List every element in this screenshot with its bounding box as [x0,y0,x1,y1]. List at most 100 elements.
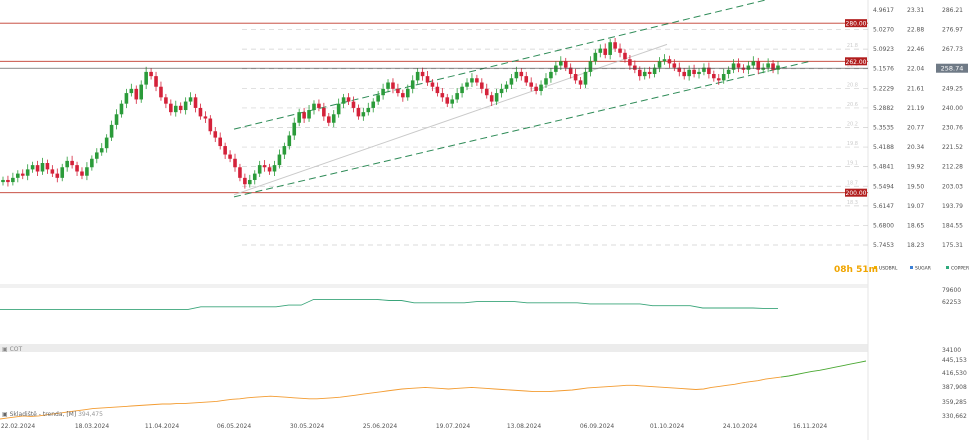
candle-body [272,165,277,172]
candle-body [677,67,682,72]
copper-tick-label: 212.28 [942,164,963,171]
candle-body [238,167,242,178]
candle [213,126,218,143]
legend-label: COPPER [951,266,969,272]
copper-tick-label: 240.00 [942,105,963,112]
candle [499,83,504,98]
candle [114,109,119,130]
candle [178,102,183,114]
candle [470,73,474,87]
candle [356,104,361,120]
candle [381,83,385,100]
candle [559,56,563,70]
candle-body [401,93,405,98]
candle-body [633,65,637,70]
candle-body [489,95,494,102]
candle [618,43,622,58]
candle-body [277,154,282,166]
candle-body [60,167,65,178]
candle-body [208,118,213,132]
candle [223,142,227,159]
candle-body [420,71,425,77]
candle [371,98,376,113]
candle-body [297,112,301,123]
price-level-tag [845,188,867,197]
copper-tick-label: 175.31 [942,242,963,249]
candle [455,88,459,103]
candle [475,74,479,86]
candle-body [25,169,30,176]
candle-body [114,114,119,125]
candle [282,142,287,159]
storage-series-label: ▣ Skladiště - trenda, [M] 394,475 [2,411,103,418]
candle-body [169,103,173,113]
candle-body [75,165,79,172]
candle [667,55,672,68]
candle [633,60,637,74]
candle [484,83,489,99]
candle [425,71,430,86]
candle-body [346,97,351,102]
candle-body [218,137,222,147]
pane-separator-1[interactable] [0,284,868,288]
candle-body [149,71,153,77]
candle-body [662,59,667,62]
candle-body [559,61,563,66]
sugar-tick-label: 22.46 [907,46,924,53]
candle-body [326,116,331,123]
sugar-tick-label: 22.04 [907,66,924,73]
candle-body [129,88,134,94]
candle-body [287,135,292,147]
candle [573,68,578,84]
candle-body [721,74,726,81]
usdbrl-tick-label: 5.4841 [873,164,894,171]
candle-body [134,88,139,100]
pane-separator-2[interactable] [0,344,868,352]
candle [272,160,277,176]
candle-body [164,97,168,104]
legend-swatch [874,266,877,269]
candle-body [154,76,158,87]
series-icon: ▣ [2,411,8,418]
cot-label: ▣ COT [2,346,22,353]
candle-body [549,71,553,79]
candle [756,57,761,75]
candle-body [16,173,20,178]
candle [712,70,716,82]
candle-body [312,103,316,111]
candle [144,66,148,90]
candle [351,96,356,113]
candle-body [544,78,548,85]
candle [203,111,208,123]
sugar-tick-label: 23.31 [907,7,924,14]
candle [386,79,390,93]
candle [134,85,139,104]
candle-body [445,97,450,104]
candle [198,103,203,120]
usdbrl-tick-label: 5.6147 [873,203,894,210]
candle-body [470,78,474,83]
candle-body [183,101,188,111]
candle [652,64,657,78]
candle [139,80,144,103]
candle [297,108,301,127]
usdbrl-tick-label: 5.0270 [873,27,894,34]
candle [544,73,548,89]
candle-body [761,67,765,70]
candle-body [317,103,321,108]
candle-body [608,42,612,55]
candle [420,67,425,81]
x-tick-label: 01.10.2024 [650,423,685,430]
candle [317,99,321,112]
candle [164,93,168,109]
candle [228,150,232,163]
x-tick-label: 11.04.2024 [145,423,180,430]
candle [287,131,292,150]
candle-body [85,167,89,176]
candle-body [771,63,775,70]
candle-body [425,76,430,83]
usdbrl-tick-label: 5.7453 [873,242,894,249]
candle-body [248,179,252,185]
